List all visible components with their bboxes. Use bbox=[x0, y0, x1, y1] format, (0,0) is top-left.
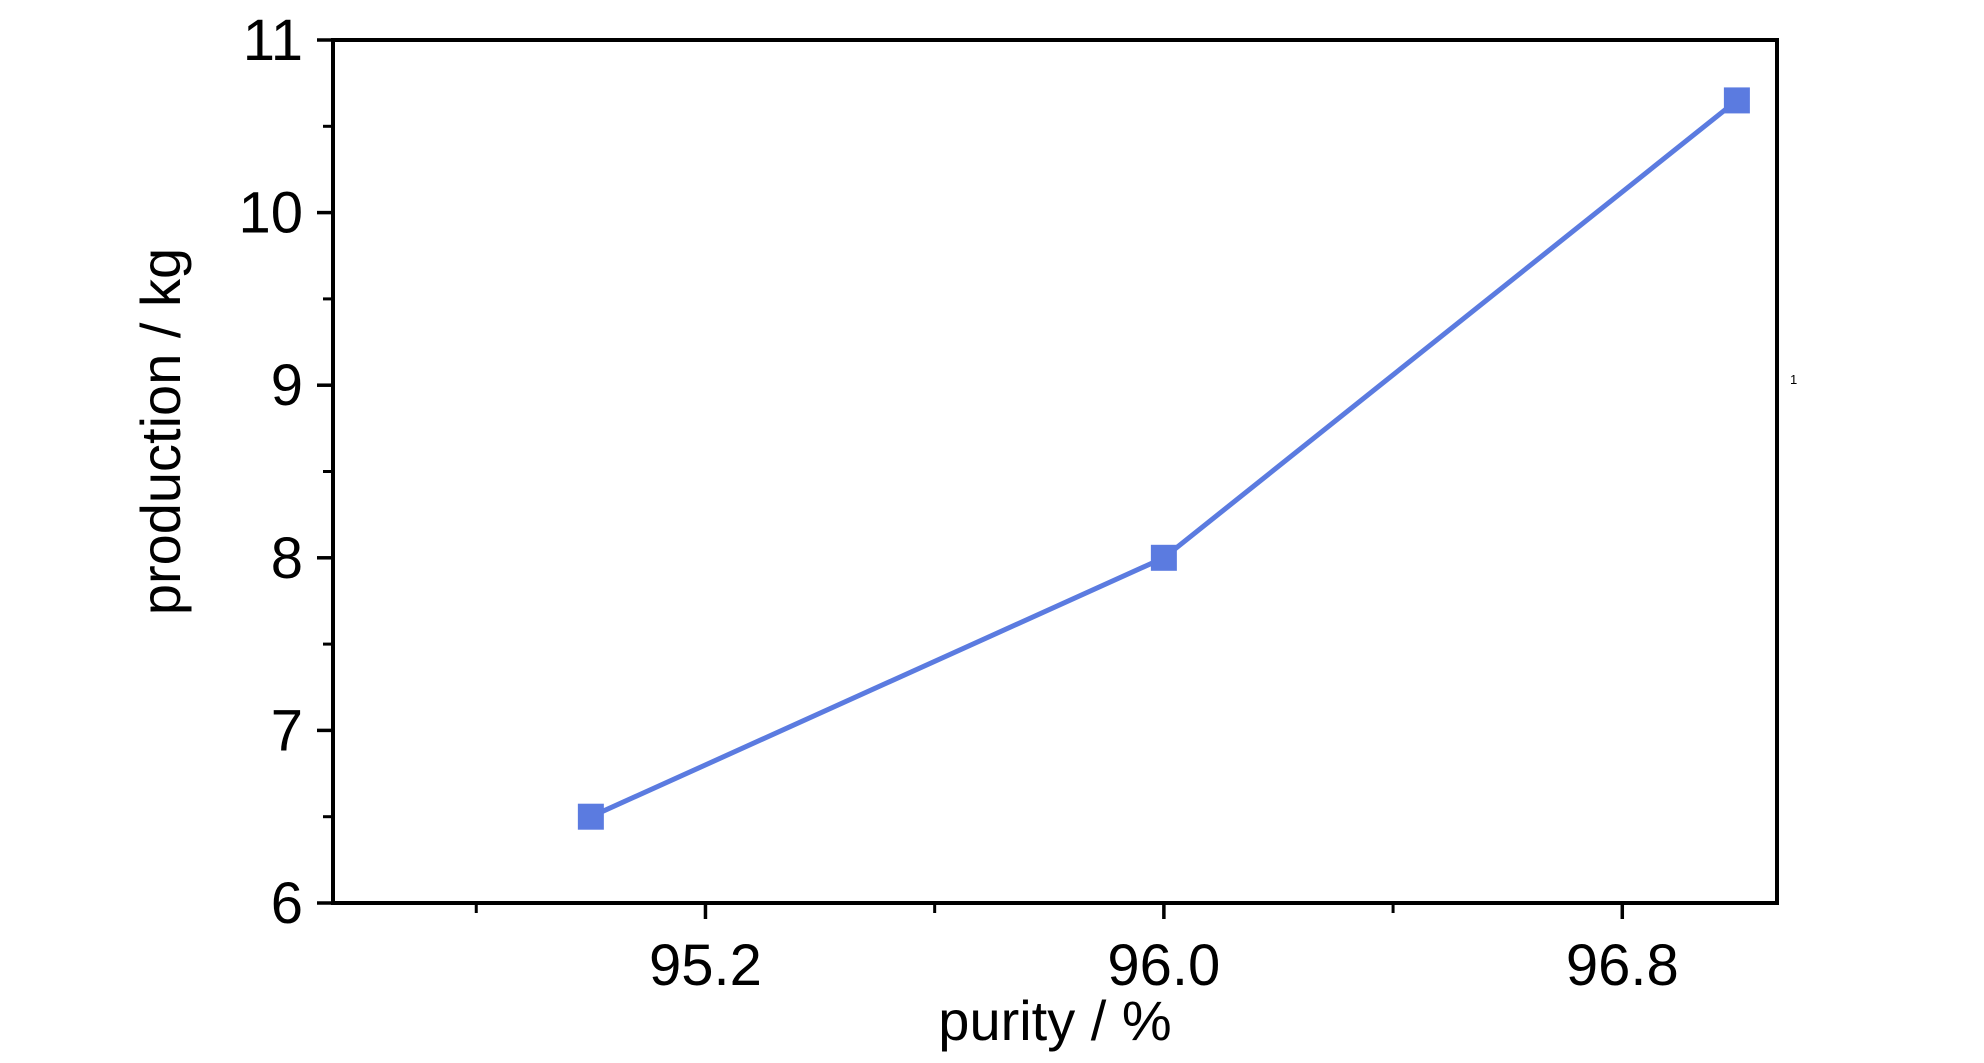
plot-frame bbox=[331, 38, 1779, 905]
series-group bbox=[577, 87, 1750, 830]
y-tick-label: 10 bbox=[238, 181, 303, 246]
y-tick-label: 7 bbox=[271, 698, 303, 763]
data-point-marker bbox=[577, 803, 604, 830]
y-axis-title: production / kg bbox=[129, 248, 192, 615]
y-tick-label: 8 bbox=[271, 526, 303, 591]
data-point-marker bbox=[1723, 87, 1750, 114]
x-axis-title: purity / % bbox=[938, 989, 1171, 1052]
x-tick-label: 96.8 bbox=[1566, 933, 1679, 998]
series-line bbox=[589, 98, 1739, 819]
y-tick-label: 9 bbox=[271, 353, 303, 418]
axes: 6 7 8 9 10 11 95.2 96.0 96.8 bbox=[238, 8, 1779, 998]
annotation-mark: 1 bbox=[1790, 372, 1797, 387]
y-tick-label: 6 bbox=[271, 871, 303, 936]
data-point-marker bbox=[1150, 544, 1177, 571]
x-tick-label: 96.0 bbox=[1107, 933, 1220, 998]
x-tick-label: 95.2 bbox=[649, 933, 762, 998]
y-tick-label: 11 bbox=[243, 8, 303, 73]
